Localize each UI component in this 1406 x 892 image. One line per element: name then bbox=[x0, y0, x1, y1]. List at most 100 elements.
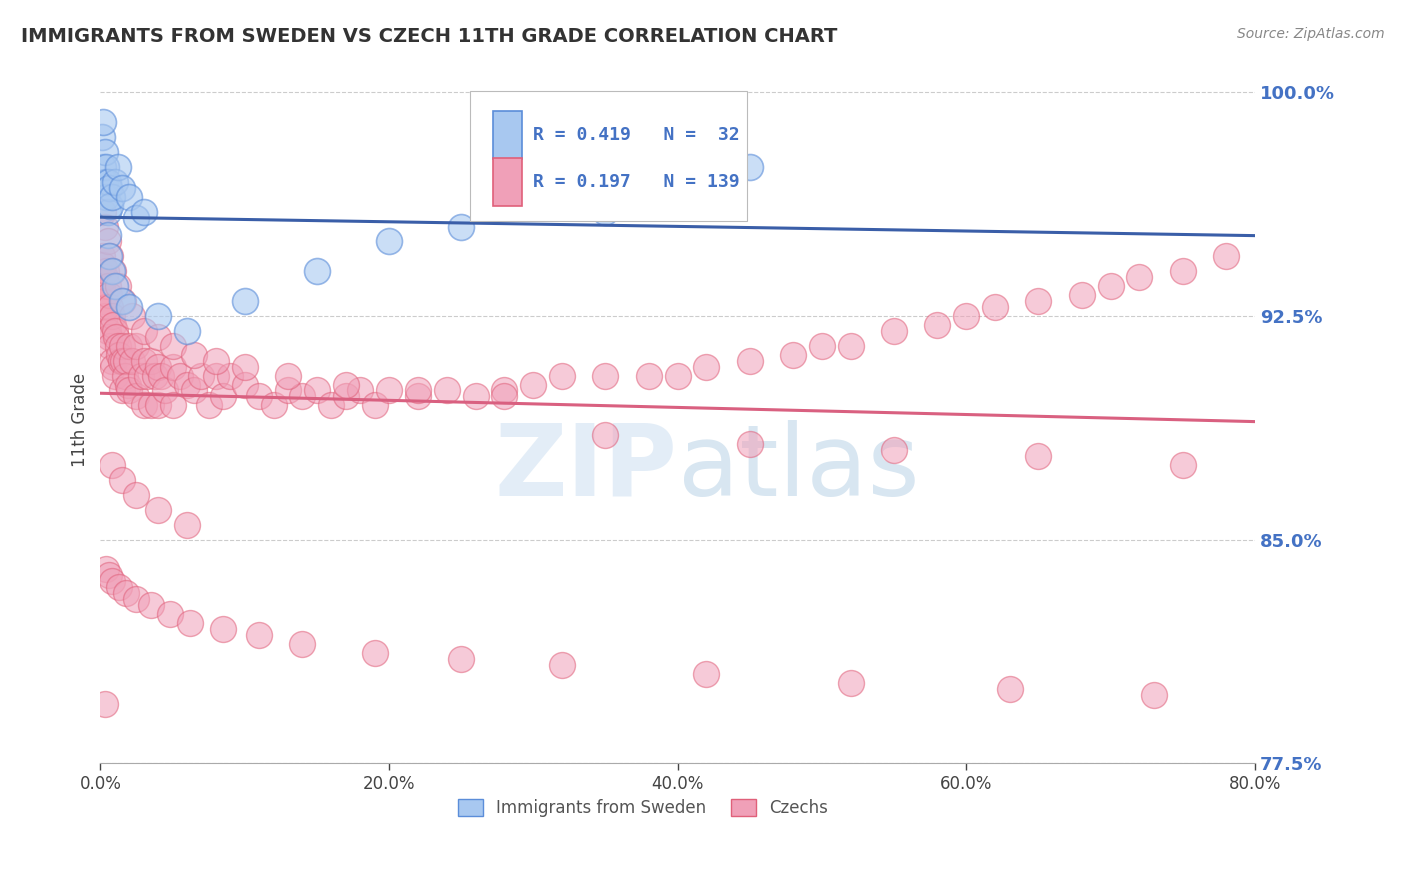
Point bbox=[125, 339, 148, 353]
Point bbox=[494, 384, 516, 398]
Point bbox=[104, 279, 127, 293]
FancyBboxPatch shape bbox=[470, 91, 747, 221]
Point bbox=[125, 389, 148, 403]
Point bbox=[98, 249, 121, 263]
Point bbox=[93, 219, 115, 234]
Point bbox=[247, 389, 270, 403]
Point bbox=[1028, 449, 1050, 463]
Point bbox=[101, 353, 124, 368]
Point bbox=[94, 160, 117, 174]
Point bbox=[108, 580, 131, 594]
Point bbox=[121, 309, 143, 323]
Point bbox=[321, 398, 343, 412]
Point bbox=[115, 353, 138, 368]
Point bbox=[212, 389, 235, 403]
Point bbox=[111, 473, 134, 487]
Point bbox=[551, 657, 574, 672]
Point bbox=[97, 204, 120, 219]
Point bbox=[114, 368, 136, 383]
Point bbox=[305, 264, 328, 278]
Point bbox=[204, 368, 226, 383]
Point bbox=[115, 586, 138, 600]
Point bbox=[90, 249, 112, 263]
Point bbox=[450, 219, 472, 234]
Point bbox=[125, 488, 148, 502]
FancyBboxPatch shape bbox=[494, 112, 522, 160]
Point bbox=[176, 324, 198, 338]
Point bbox=[139, 598, 162, 612]
Point bbox=[125, 592, 148, 607]
Point bbox=[93, 145, 115, 159]
Text: Source: ZipAtlas.com: Source: ZipAtlas.com bbox=[1237, 27, 1385, 41]
Point bbox=[162, 359, 184, 374]
Point bbox=[98, 288, 121, 302]
Point bbox=[135, 368, 157, 383]
Point bbox=[305, 384, 328, 398]
Point bbox=[103, 264, 125, 278]
Point bbox=[101, 264, 124, 278]
Point bbox=[118, 190, 141, 204]
Point bbox=[93, 697, 115, 711]
Point bbox=[132, 324, 155, 338]
Point bbox=[146, 330, 169, 344]
Point bbox=[695, 359, 717, 374]
Point bbox=[637, 368, 659, 383]
Point bbox=[190, 368, 212, 383]
Point bbox=[107, 339, 129, 353]
Point bbox=[183, 384, 205, 398]
Point bbox=[335, 389, 357, 403]
Point bbox=[104, 368, 127, 383]
Point bbox=[277, 384, 299, 398]
Point bbox=[738, 437, 761, 451]
Point bbox=[132, 204, 155, 219]
Point bbox=[97, 175, 120, 189]
Point bbox=[100, 300, 122, 314]
Point bbox=[406, 384, 429, 398]
Point bbox=[666, 368, 689, 383]
Point bbox=[90, 130, 112, 145]
Point bbox=[782, 348, 804, 362]
Point bbox=[97, 228, 120, 243]
Point bbox=[139, 353, 162, 368]
Point bbox=[378, 235, 401, 249]
Point bbox=[839, 675, 862, 690]
Point bbox=[143, 368, 166, 383]
Point bbox=[129, 368, 152, 383]
Point bbox=[100, 249, 122, 263]
Point bbox=[98, 568, 121, 582]
Point bbox=[233, 377, 256, 392]
Point bbox=[595, 204, 617, 219]
Point bbox=[105, 330, 128, 344]
Point bbox=[91, 160, 114, 174]
Point bbox=[883, 443, 905, 458]
Point bbox=[107, 279, 129, 293]
Point bbox=[100, 339, 122, 353]
Point bbox=[94, 562, 117, 576]
Point bbox=[406, 389, 429, 403]
Text: R = 0.419   N =  32: R = 0.419 N = 32 bbox=[533, 127, 740, 145]
Point bbox=[159, 607, 181, 621]
Point bbox=[98, 180, 121, 194]
Point bbox=[998, 681, 1021, 696]
Point bbox=[121, 353, 143, 368]
Point bbox=[111, 293, 134, 308]
Point bbox=[146, 398, 169, 412]
Point bbox=[1143, 688, 1166, 702]
Point bbox=[103, 318, 125, 332]
Point bbox=[149, 368, 172, 383]
Point bbox=[522, 377, 544, 392]
Point bbox=[247, 628, 270, 642]
Point bbox=[112, 293, 135, 308]
Point bbox=[263, 398, 285, 412]
Point bbox=[97, 235, 120, 249]
Point bbox=[91, 115, 114, 129]
Point bbox=[94, 190, 117, 204]
Point bbox=[1070, 288, 1092, 302]
Point bbox=[162, 339, 184, 353]
Text: IMMIGRANTS FROM SWEDEN VS CZECH 11TH GRADE CORRELATION CHART: IMMIGRANTS FROM SWEDEN VS CZECH 11TH GRA… bbox=[21, 27, 838, 45]
Point bbox=[117, 377, 139, 392]
Point bbox=[927, 318, 949, 332]
Point bbox=[97, 324, 120, 338]
Point bbox=[811, 339, 834, 353]
Point bbox=[169, 368, 191, 383]
